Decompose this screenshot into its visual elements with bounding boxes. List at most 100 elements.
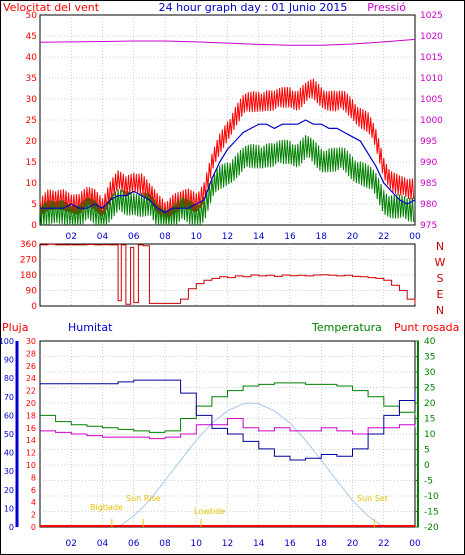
- rain-y-tick-26: 26: [26, 362, 36, 371]
- dir-y-tick-90: 90: [26, 287, 38, 297]
- temperature-legend: Temperatura: [311, 321, 382, 334]
- wind-y-tick-40: 40: [26, 53, 38, 63]
- gust-series-line: [39, 78, 415, 221]
- rain-y-tick-2: 2: [31, 511, 36, 520]
- hum-y-tick-10: 10: [4, 504, 14, 513]
- hum-y-tick-90: 90: [4, 356, 14, 365]
- x-tick-top-02: 02: [66, 232, 77, 242]
- rain-legend: Pluja: [2, 321, 28, 334]
- temp-y-tick--10: -10: [424, 492, 439, 502]
- temp-y-tick-25: 25: [424, 384, 435, 394]
- temp-y-tick--5: -5: [424, 477, 433, 487]
- x-tick-bottom-20: 20: [347, 539, 359, 549]
- humidity-legend: Humitat: [68, 321, 113, 334]
- pressure-y-tick-1010: 1010: [420, 74, 443, 84]
- chart-date-title: 24 hour graph day : 01 Junio 2015: [159, 1, 348, 14]
- x-tick-bottom-04: 04: [97, 539, 109, 549]
- x-tick-bottom-08: 08: [159, 539, 171, 549]
- sun-elevation-line: [117, 402, 385, 528]
- dir-y-tick-0: 0: [31, 302, 37, 312]
- wind-y-tick-45: 45: [26, 32, 37, 42]
- hum-y-tick-60: 60: [4, 411, 14, 420]
- wind-y-tick-50: 50: [26, 11, 38, 21]
- x-tick-bottom-18: 18: [316, 539, 328, 549]
- x-tick-bottom-00: 00: [409, 539, 421, 549]
- dir-y-tick-270: 270: [20, 256, 37, 266]
- wind-y-tick-30: 30: [26, 95, 38, 105]
- temp-y-tick-0: 0: [424, 461, 430, 471]
- series-layer: [39, 38, 416, 528]
- x-tick-top-22: 22: [378, 232, 389, 242]
- rain-y-tick-10: 10: [26, 461, 36, 470]
- hum-y-tick-40: 40: [4, 449, 14, 458]
- x-tick-top-08: 08: [159, 232, 171, 242]
- compass-label-1: W: [435, 256, 446, 269]
- dir-y-tick-360: 360: [20, 240, 37, 250]
- hum-y-tick-50: 50: [4, 430, 14, 439]
- pressure-y-tick-980: 980: [420, 200, 437, 210]
- x-tick-bottom-02: 02: [66, 539, 77, 549]
- pressure-y-tick-985: 985: [420, 179, 437, 189]
- sunrise-label: Sun Rise: [126, 494, 161, 503]
- temp-y-tick--15: -15: [424, 508, 439, 518]
- x-tick-top-16: 16: [284, 232, 296, 242]
- temp-y-tick--20: -20: [424, 523, 439, 533]
- pressure-y-tick-995: 995: [420, 137, 437, 147]
- x-tick-bottom-14: 14: [253, 539, 265, 549]
- rain-y-tick-4: 4: [31, 498, 36, 507]
- compass-label-3: E: [437, 288, 444, 301]
- pressure-series-line: [39, 38, 416, 46]
- temp-y-tick-5: 5: [424, 446, 430, 456]
- wind-min-series-line: [39, 135, 415, 226]
- x-tick-top-12: 12: [222, 232, 233, 242]
- wind-speed-title: Velocitat del vent: [3, 1, 100, 14]
- rain-y-tick-8: 8: [31, 473, 36, 482]
- hum-y-tick-20: 20: [4, 486, 14, 495]
- x-tick-top-00: 00: [409, 232, 421, 242]
- x-tick-top-10: 10: [191, 232, 203, 242]
- wind-y-tick-0: 0: [31, 221, 37, 231]
- pressure-y-tick-1015: 1015: [420, 53, 443, 63]
- temperature-series-line: [40, 382, 416, 433]
- pressure-y-tick-990: 990: [420, 158, 437, 168]
- x-tick-bottom-12: 12: [222, 539, 233, 549]
- x-tick-top-04: 04: [97, 232, 109, 242]
- pressure-y-tick-1000: 1000: [420, 116, 443, 126]
- temp-y-tick-20: 20: [424, 399, 436, 409]
- wind-y-tick-5: 5: [31, 200, 37, 210]
- wind-y-tick-20: 20: [26, 137, 38, 147]
- pressure-title: Pressió: [367, 1, 406, 14]
- lowtide-label: Lowtide: [194, 507, 225, 516]
- compass-label-2: S: [437, 272, 444, 285]
- compass-label-4: N: [436, 304, 444, 317]
- x-tick-bottom-10: 10: [191, 539, 203, 549]
- rain-y-tick-24: 24: [26, 374, 36, 383]
- x-tick-top-18: 18: [316, 232, 328, 242]
- pressure-y-tick-1020: 1020: [420, 32, 443, 42]
- rain-y-tick-12: 12: [26, 449, 36, 458]
- temp-y-tick-30: 30: [424, 368, 436, 378]
- rain-y-tick-6: 6: [31, 486, 36, 495]
- x-tick-bottom-16: 16: [284, 539, 296, 549]
- temp-y-tick-40: 40: [424, 337, 436, 347]
- rain-y-tick-16: 16: [26, 424, 36, 433]
- wind-avg-series-line: [40, 119, 416, 214]
- hum-y-tick-30: 30: [4, 467, 14, 476]
- hum-y-tick-80: 80: [4, 374, 14, 383]
- x-tick-top-14: 14: [253, 232, 265, 242]
- compass-label-0: N: [436, 240, 444, 253]
- pressure-y-tick-1025: 1025: [420, 11, 443, 21]
- rain-y-tick-18: 18: [26, 411, 36, 420]
- wind-y-tick-35: 35: [26, 74, 37, 84]
- rain-y-tick-0: 0: [31, 523, 36, 532]
- wind-y-tick-15: 15: [26, 158, 37, 168]
- dewpoint-legend: Punt rosada: [394, 321, 459, 334]
- temp-y-tick-10: 10: [424, 430, 436, 440]
- twilight-label: Bigtlade: [90, 503, 123, 512]
- x-tick-top-06: 06: [128, 232, 140, 242]
- direction-series-line: [40, 243, 416, 305]
- pressure-y-tick-1005: 1005: [420, 95, 443, 105]
- dewpoint-series-line: [40, 418, 416, 440]
- pressure-y-tick-975: 975: [420, 221, 437, 231]
